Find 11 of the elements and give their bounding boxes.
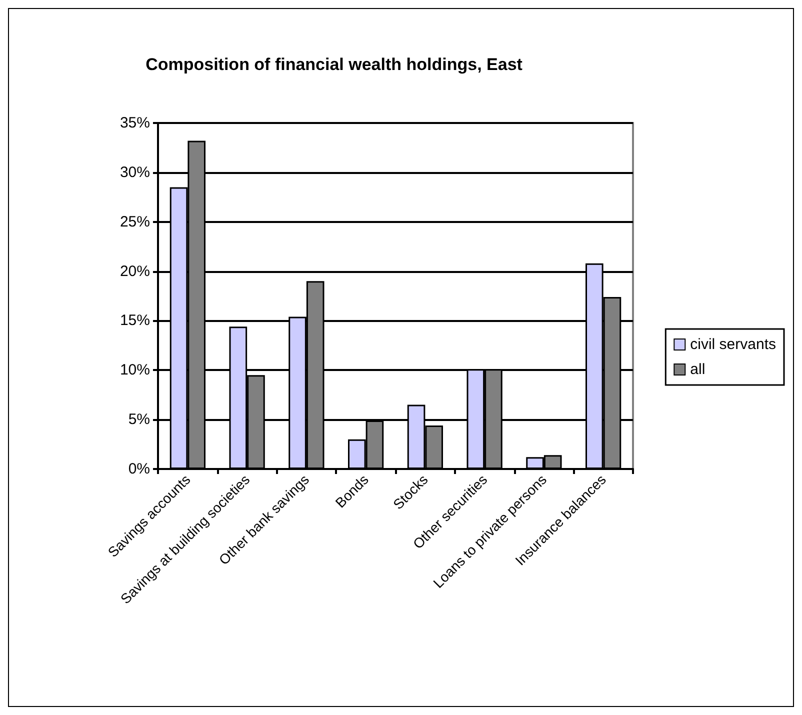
y-tick-label: 30% xyxy=(120,164,150,181)
y-tick-label: 10% xyxy=(120,362,150,379)
legend-label: civil servants xyxy=(690,336,776,353)
y-tick-label: 20% xyxy=(120,262,150,280)
chart-title: Composition of financial wealth holdings, East xyxy=(146,55,523,74)
y-tick-label: 35% xyxy=(120,114,150,132)
y-tick-label: 25% xyxy=(120,213,150,230)
y-tick-label: 0% xyxy=(128,460,150,478)
legend-label: all xyxy=(690,361,706,378)
y-tick-label: 5% xyxy=(128,411,150,428)
y-tick-label: 15% xyxy=(120,312,150,330)
